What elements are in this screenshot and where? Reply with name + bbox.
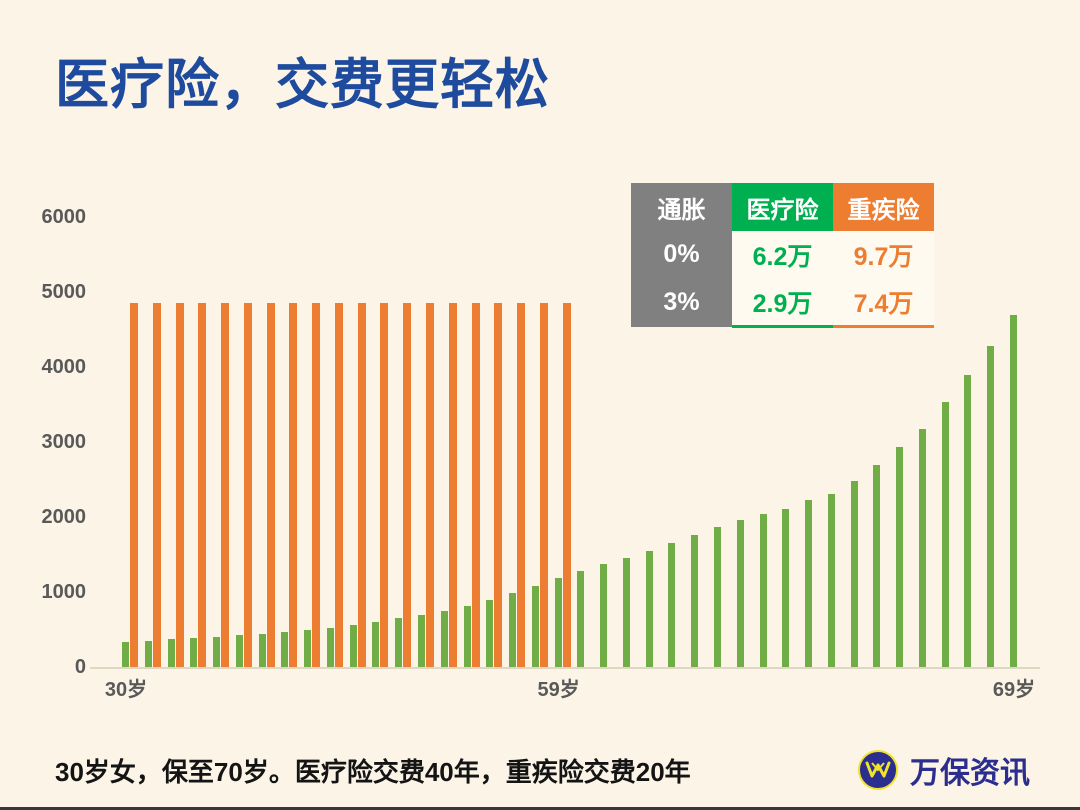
bar-critical bbox=[403, 303, 412, 667]
y-axis: 0 1000 2000 3000 4000 5000 6000 bbox=[30, 206, 90, 678]
bar-critical bbox=[266, 303, 275, 667]
bar-critical bbox=[289, 303, 298, 667]
medical-total-3pct: 2.9万 bbox=[732, 278, 833, 328]
inflation-comparison-table: 通胀 医疗险 重疾险 0% 6.2万 9.7万 3% 2.9万 7.4万 bbox=[631, 183, 934, 328]
bar-medical bbox=[463, 605, 471, 667]
assumptions-note: 30岁女，保至70岁。医疗险交费40年，重疾险交费20年 bbox=[55, 757, 691, 787]
bar-critical bbox=[562, 303, 571, 667]
bar-critical bbox=[221, 303, 230, 667]
bar-medical bbox=[987, 346, 995, 667]
bar-medical bbox=[622, 557, 630, 667]
critical-total-3pct: 7.4万 bbox=[833, 278, 934, 328]
bar-critical bbox=[380, 303, 389, 667]
bar-critical bbox=[517, 303, 526, 667]
bar-critical bbox=[175, 303, 184, 667]
bar-medical bbox=[326, 628, 334, 667]
y-tick-label: 2000 bbox=[41, 506, 87, 528]
table-header-row: 通胀 医疗险 重疾险 bbox=[631, 183, 934, 231]
bar-medical bbox=[714, 526, 722, 667]
bar-critical bbox=[494, 303, 503, 667]
bar-critical bbox=[357, 303, 366, 667]
inflation-3-label: 3% bbox=[631, 278, 732, 327]
inflation-0-label: 0% bbox=[631, 231, 732, 278]
bar-medical bbox=[941, 402, 949, 667]
header-inflation: 通胀 bbox=[631, 183, 732, 231]
bar-medical bbox=[918, 429, 926, 667]
y-tick-label: 0 bbox=[74, 656, 86, 678]
table-row: 3% 2.9万 7.4万 bbox=[631, 278, 934, 328]
bar-medical bbox=[486, 599, 494, 667]
bar-critical bbox=[471, 303, 480, 667]
bar-medical bbox=[827, 493, 835, 667]
bar-critical bbox=[539, 303, 548, 667]
bar-critical bbox=[243, 303, 252, 667]
bar-medical bbox=[213, 636, 221, 667]
table-row: 0% 6.2万 9.7万 bbox=[631, 231, 934, 278]
bar-medical bbox=[531, 585, 539, 667]
brand-logo-icon bbox=[858, 750, 898, 790]
bar-medical bbox=[144, 640, 152, 667]
bar-medical bbox=[782, 508, 790, 667]
bar-medical bbox=[964, 375, 972, 667]
bar-medical bbox=[258, 633, 266, 667]
bar-medical bbox=[896, 447, 904, 667]
bar-medical bbox=[554, 577, 562, 667]
bar-medical bbox=[577, 571, 585, 667]
y-tick-label: 1000 bbox=[41, 581, 87, 603]
bar-medical bbox=[805, 499, 813, 667]
bar-medical bbox=[395, 618, 403, 667]
bar-medical bbox=[281, 632, 289, 667]
y-tick-label: 3000 bbox=[41, 431, 87, 453]
bar-medical bbox=[235, 635, 243, 667]
bar-medical bbox=[736, 520, 744, 667]
bar-medical bbox=[418, 614, 425, 667]
x-tick-label: 59岁 bbox=[537, 679, 580, 701]
premium-bar-chart: 0 1000 2000 3000 4000 5000 6000 30岁 59岁 69岁 bbox=[30, 206, 1040, 717]
brand-name: 万保资讯 bbox=[910, 757, 1030, 790]
bar-critical bbox=[130, 303, 138, 667]
page-title: 医疗险，交费更轻松 bbox=[55, 55, 550, 115]
slide-bottom-edge bbox=[0, 807, 1080, 810]
bar-medical bbox=[691, 535, 699, 667]
medical-total-0pct: 6.2万 bbox=[732, 231, 833, 278]
header-medical-insurance: 医疗险 bbox=[732, 183, 833, 231]
w-glyph-icon bbox=[865, 761, 891, 778]
bar-critical bbox=[448, 303, 457, 667]
bar-medical bbox=[349, 625, 357, 667]
bar-critical bbox=[152, 303, 161, 667]
header-critical-illness: 重疾险 bbox=[833, 183, 934, 231]
bar-medical bbox=[190, 637, 198, 667]
bar-medical bbox=[304, 630, 312, 667]
y-tick-label: 5000 bbox=[41, 281, 87, 303]
plot-area bbox=[90, 217, 1040, 669]
bar-medical bbox=[873, 464, 881, 667]
bar-medical bbox=[509, 593, 517, 667]
brand-lockup: 万保资讯 bbox=[858, 748, 1030, 792]
x-tick-label: 69岁 bbox=[992, 679, 1036, 701]
bar-medical bbox=[122, 642, 129, 667]
bar-critical bbox=[312, 303, 321, 667]
bar-medical bbox=[850, 481, 858, 667]
y-tick-label: 6000 bbox=[41, 206, 87, 228]
bar-critical bbox=[426, 303, 434, 667]
critical-total-0pct: 9.7万 bbox=[833, 231, 934, 278]
bar-medical bbox=[372, 621, 380, 667]
bar-medical bbox=[759, 514, 767, 667]
bar-medical bbox=[668, 542, 676, 667]
y-tick-label: 4000 bbox=[41, 356, 87, 378]
bar-medical bbox=[440, 610, 448, 667]
bar-medical bbox=[1010, 314, 1018, 667]
bar-medical bbox=[645, 550, 653, 667]
bar-medical bbox=[167, 639, 175, 667]
bar-critical bbox=[334, 303, 343, 667]
x-tick-label: 30岁 bbox=[104, 679, 148, 701]
x-axis: 30岁 59岁 69岁 bbox=[90, 673, 1040, 705]
bar-critical bbox=[198, 303, 207, 667]
bar-medical bbox=[600, 564, 608, 667]
